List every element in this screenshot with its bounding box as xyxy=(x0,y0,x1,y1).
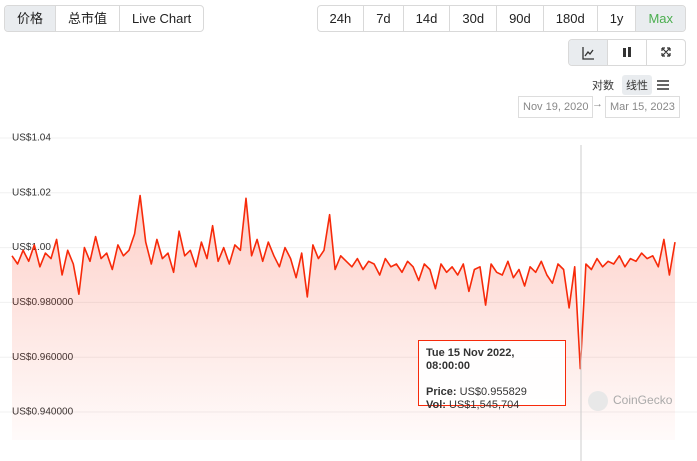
line-chart-button[interactable] xyxy=(569,40,607,65)
scale-option[interactable]: 对数 xyxy=(592,80,614,92)
range-button[interactable]: 14d xyxy=(402,6,450,31)
date-to[interactable]: Mar 15, 2023 xyxy=(605,96,680,118)
tooltip-value: US$0.955829 xyxy=(459,386,527,398)
watermark-text: CoinGecko xyxy=(613,393,673,407)
range-button[interactable]: 180d xyxy=(542,6,597,31)
watermark: CoinGecko xyxy=(588,391,673,411)
range-button[interactable]: 1y xyxy=(596,6,636,31)
tab[interactable]: 价格 xyxy=(5,6,56,31)
range-button[interactable]: 90d xyxy=(496,6,543,31)
price-line xyxy=(11,194,676,370)
tab[interactable]: 总市值 xyxy=(55,6,119,31)
tab-group: 价格 总市值 Live Chart xyxy=(4,5,205,32)
tooltip-label: Vol: xyxy=(426,399,446,411)
range-button[interactable]: 7d xyxy=(363,6,402,31)
range-button[interactable]: 24h xyxy=(329,11,352,26)
range-group: 24h 7d 14d 30d 90d 180d 1y Max xyxy=(316,5,686,32)
tooltip: Tue 15 Nov 2022, 08:00:00 Price: US$0.95… xyxy=(418,340,566,411)
y-tick-label: US$1.02 xyxy=(12,187,51,198)
y-tick-label: US$1.00 xyxy=(12,242,51,253)
tooltip-value: US$1,545,704 xyxy=(449,399,520,411)
range-button[interactable]: 30d xyxy=(449,6,496,31)
fullscreen-button[interactable] xyxy=(646,40,685,65)
y-tick-label: US$1.04 xyxy=(12,133,51,144)
tooltip-date: Tue 15 Nov 2022, 08:00:00 xyxy=(426,347,515,372)
scale-option[interactable]: 线性 xyxy=(622,75,652,95)
tab[interactable]: Live Chart xyxy=(119,6,203,31)
date-arrow: → xyxy=(592,98,603,110)
menu-icon[interactable] xyxy=(656,78,670,92)
candle-chart-button[interactable] xyxy=(607,40,646,65)
date-from[interactable]: Nov 19, 2020 xyxy=(518,96,594,118)
range-button[interactable]: Max xyxy=(635,6,685,31)
scale-toggle: 对数 线性 xyxy=(588,75,670,95)
area xyxy=(12,195,675,440)
tooltip-label: Price: xyxy=(426,386,457,398)
chart-type-group xyxy=(568,39,686,66)
